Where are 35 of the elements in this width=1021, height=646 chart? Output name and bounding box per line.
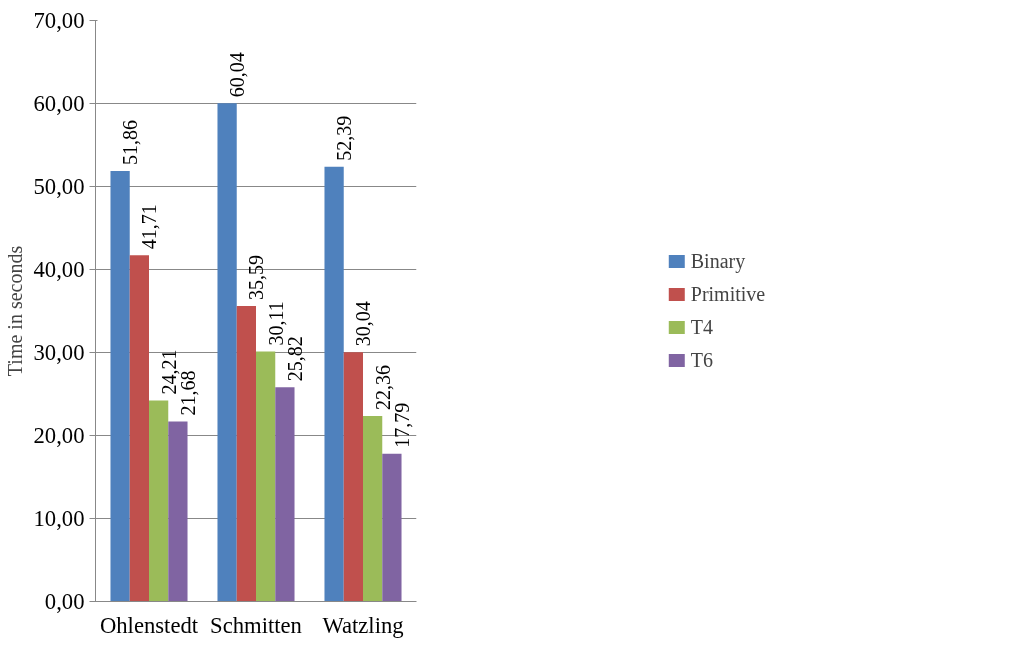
y-tick-label: 60,00 (33, 91, 85, 116)
x-tick-label: Schmitten (210, 612, 302, 638)
x-tick-label: Watzling (322, 612, 404, 638)
data-label: 41,71 (138, 204, 161, 250)
y-tick-label: 50,00 (33, 174, 85, 199)
legend-label: Primitive (690, 282, 766, 306)
x-tick-label: Ohlenstedt (99, 612, 199, 638)
data-label: 60,04 (226, 52, 249, 98)
y-axis-title: Time in seconds (3, 245, 26, 377)
y-tick-label: 30,00 (33, 340, 85, 365)
y-tick-label: 40,00 (33, 257, 85, 282)
data-label: 30,04 (352, 301, 375, 347)
bar (256, 351, 276, 602)
y-tick-label: 0,00 (44, 589, 85, 614)
bar (363, 415, 383, 602)
data-label: 51,86 (119, 120, 142, 166)
bar (343, 352, 363, 602)
bar (236, 306, 256, 602)
y-tick-label: 70,00 (33, 8, 85, 33)
bar (110, 171, 130, 602)
legend-label: Binary (690, 249, 746, 273)
legend-label: T6 (690, 348, 713, 372)
bar (382, 453, 402, 602)
bar (129, 255, 149, 602)
bar (149, 400, 169, 602)
bar (217, 103, 237, 602)
bar (275, 387, 295, 602)
bar (168, 421, 188, 602)
data-label: 24,21 (157, 349, 180, 395)
data-label: 35,59 (245, 255, 268, 301)
y-tick-label: 10,00 (33, 506, 85, 531)
y-tick-label: 20,00 (33, 423, 85, 448)
data-label: 52,39 (333, 115, 356, 161)
bar (324, 166, 344, 602)
legend-label: T4 (690, 315, 713, 339)
